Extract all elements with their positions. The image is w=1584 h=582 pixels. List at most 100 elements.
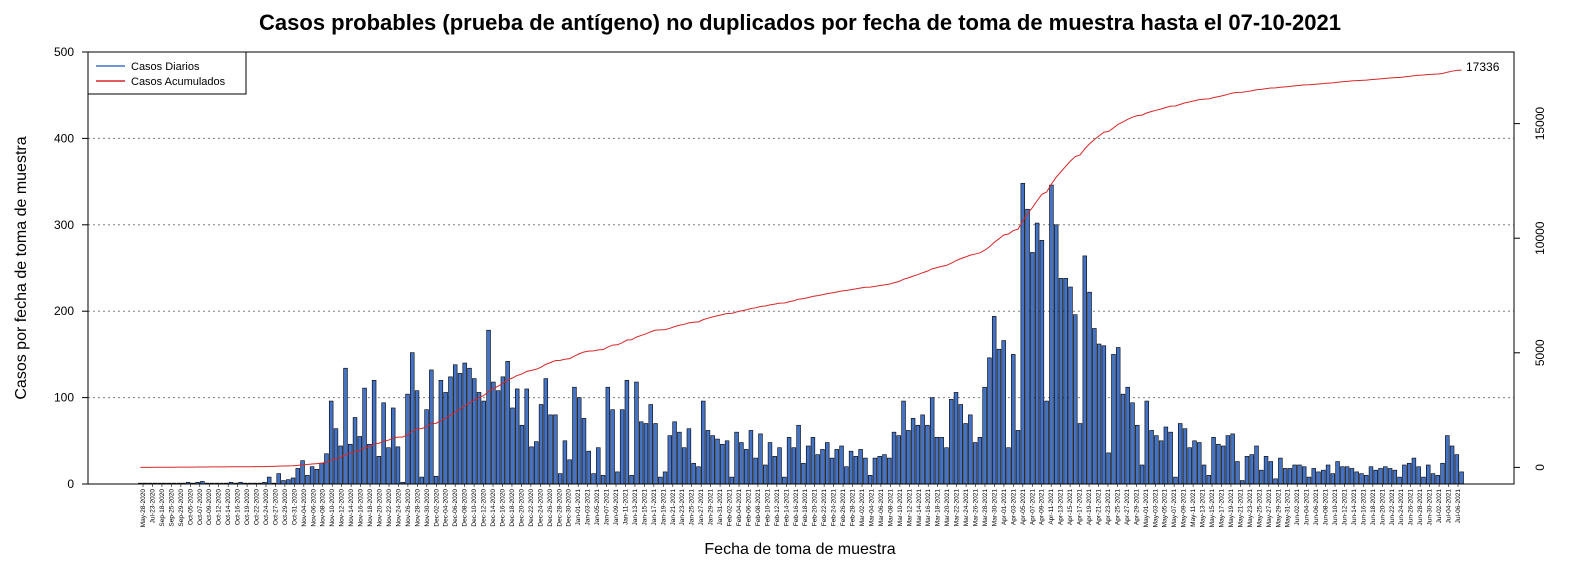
- bar: [1220, 445, 1226, 485]
- bar: [596, 447, 601, 485]
- bar: [906, 430, 911, 485]
- x-tick-label: Mar-30-2021: [991, 489, 998, 527]
- bar: [390, 407, 396, 485]
- x-tick-label: Apr-11-2021: [1048, 489, 1055, 525]
- x-tick-label: Feb-26-2021: [840, 489, 847, 527]
- bar: [715, 438, 720, 485]
- bar: [767, 442, 773, 485]
- x-tick-label: Nov-14-2020: [348, 489, 355, 527]
- x-tick-label: Feb-10-2021: [764, 489, 771, 527]
- x-tick-label: Jun-20-2021: [1379, 489, 1386, 526]
- y-tick-label: 500: [54, 45, 74, 59]
- x-tick-label: May-13-2021: [1200, 489, 1207, 528]
- x-tick-label: Feb-18-2021: [802, 489, 809, 527]
- bar: [949, 399, 954, 485]
- bar: [1115, 347, 1121, 485]
- bar: [615, 471, 620, 485]
- bar: [1044, 400, 1049, 485]
- bar: [1063, 278, 1068, 485]
- bar: [763, 464, 768, 485]
- x-tick-label: May-25-2021: [1256, 489, 1263, 528]
- bar: [1321, 469, 1326, 485]
- x-tick-label: Jun-28-2021: [1417, 489, 1424, 526]
- x-tick-label: Apr-03-2021: [1010, 489, 1017, 526]
- x-tick-label: Apr-13-2021: [1058, 489, 1065, 526]
- bar: [1449, 445, 1455, 485]
- bar: [648, 404, 653, 485]
- bar: [853, 456, 859, 485]
- x-tick-label: Feb-20-2021: [812, 489, 819, 527]
- bar: [815, 454, 820, 485]
- bar: [1206, 475, 1212, 485]
- bar: [1349, 468, 1355, 485]
- y2-tick-label: 5000: [1533, 339, 1547, 366]
- bar: [1306, 476, 1312, 485]
- bar: [1068, 286, 1073, 485]
- bar: [901, 400, 906, 485]
- bar: [996, 348, 1002, 485]
- x-tick-label: Feb-12-2021: [774, 489, 781, 527]
- x-tick-label: Feb-06-2021: [745, 489, 752, 527]
- bar: [887, 457, 892, 485]
- bar: [538, 404, 544, 485]
- x-tick-label: Jan-07-2021: [604, 489, 611, 526]
- bar: [619, 409, 625, 485]
- x-tick-label: Mar-28-2021: [982, 489, 989, 527]
- bar: [529, 446, 534, 485]
- bar: [410, 352, 415, 485]
- bar: [1106, 452, 1111, 485]
- bar: [848, 450, 854, 485]
- bar: [357, 436, 363, 485]
- bar: [1426, 464, 1431, 485]
- bar: [720, 443, 725, 485]
- x-tick-label: May-21-2021: [1237, 489, 1244, 528]
- x-tick-label: Jun-22-2021: [1389, 489, 1396, 526]
- bar: [510, 407, 515, 485]
- x-tick-label: Jun-12-2021: [1341, 489, 1348, 526]
- bar: [681, 447, 687, 485]
- bar: [796, 424, 801, 485]
- bar: [791, 447, 797, 485]
- bar: [328, 400, 334, 485]
- bar: [457, 373, 463, 485]
- bar: [1096, 343, 1102, 485]
- bar: [338, 445, 343, 485]
- bar: [1302, 466, 1307, 485]
- bar: [424, 409, 429, 485]
- x-tick-label: Nov-24-2020: [395, 489, 402, 527]
- x-tick-label: Oct-05-2020: [187, 489, 194, 526]
- bar: [925, 424, 930, 485]
- y-tick-label: 100: [54, 391, 74, 405]
- bar: [1440, 462, 1445, 485]
- x-tick-label: Jan-13-2021: [632, 489, 639, 526]
- bar: [305, 475, 310, 485]
- x-tick-label: Jan-23-2021: [679, 489, 686, 526]
- y2-tick-label: 15000: [1533, 107, 1547, 141]
- bar: [891, 431, 897, 485]
- bar: [920, 414, 925, 485]
- bar: [629, 475, 634, 485]
- bar: [1087, 291, 1092, 485]
- bar: [362, 387, 367, 485]
- bar: [591, 473, 596, 485]
- y-axis-right: 0 5000 10000 15000: [1514, 107, 1547, 471]
- bar: [1364, 475, 1369, 485]
- x-tick-label: Jan-21-2021: [670, 489, 677, 526]
- bar: [290, 477, 296, 485]
- bar: [1311, 468, 1316, 485]
- x-tick-label: Nov-04-2020: [301, 489, 308, 527]
- x-tick-label: Apr-15-2021: [1067, 489, 1074, 526]
- bar: [1397, 476, 1402, 485]
- bar: [1139, 464, 1145, 485]
- y2-tick-label: 10000: [1533, 221, 1547, 255]
- plot-frame: [87, 51, 1515, 485]
- cumulative-line: [140, 69, 1462, 468]
- bar: [977, 437, 983, 485]
- bar: [1058, 278, 1064, 485]
- bar: [829, 457, 835, 485]
- cumulative-line-layer: [140, 69, 1462, 468]
- bar: [1297, 464, 1302, 485]
- x-tick-label: May-11-2021: [1190, 489, 1197, 527]
- bar: [576, 397, 582, 485]
